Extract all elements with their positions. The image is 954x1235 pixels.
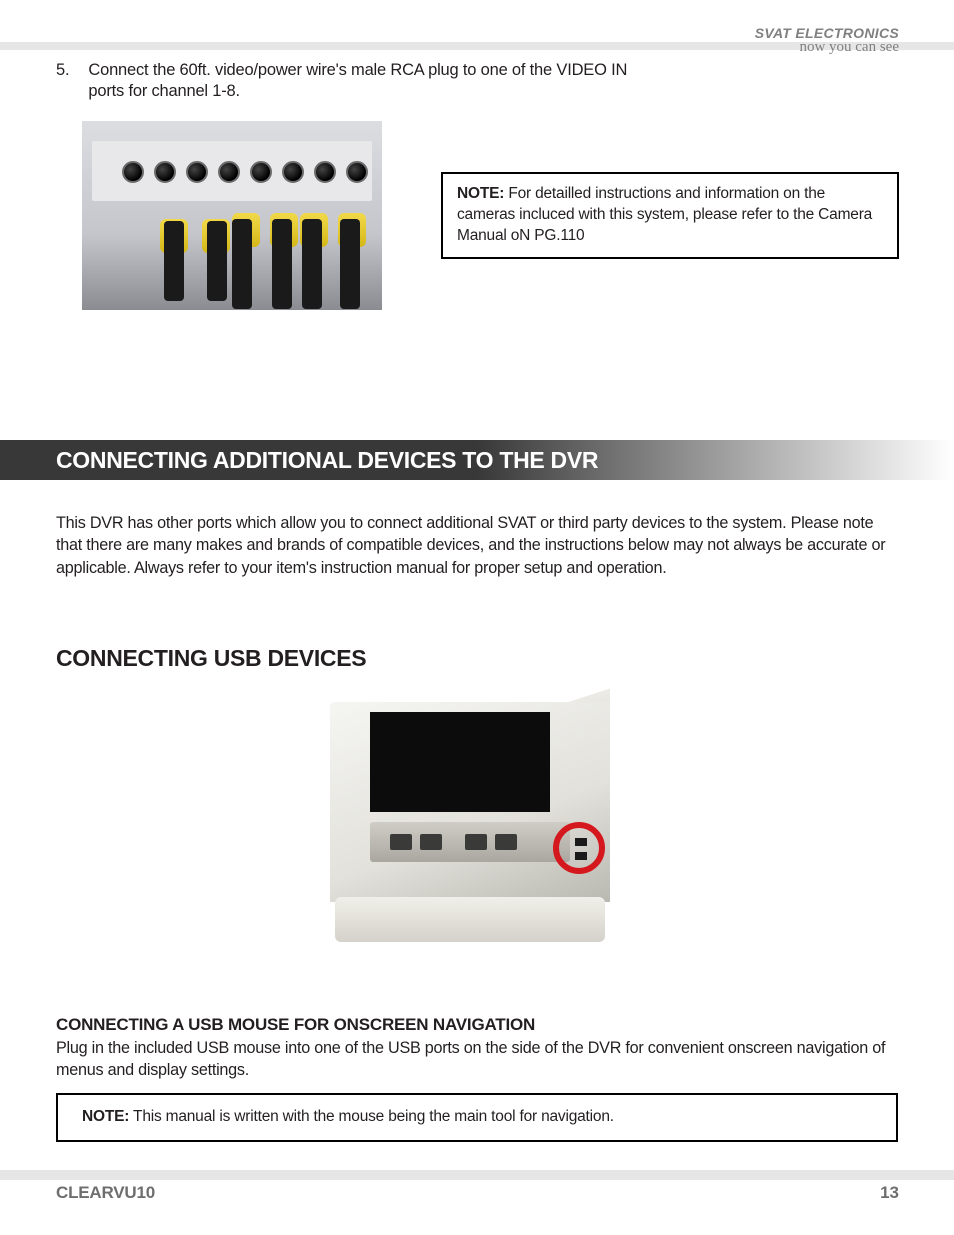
section-heading-bar: CONNECTING ADDITIONAL DEVICES TO THE DVR: [0, 440, 954, 480]
usb-mouse-text: Plug in the included USB mouse into one …: [56, 1038, 898, 1082]
note-mouse-navigation: NOTE: This manual is written with the mo…: [56, 1093, 898, 1142]
usb-heading: CONNECTING USB DEVICES: [56, 645, 366, 672]
rca-ports-photo: [82, 121, 382, 310]
step-5: 5. Connect the 60ft. video/power wire's …: [56, 60, 676, 103]
usb-port-highlight-icon: [553, 822, 605, 874]
usb-mouse-heading: CONNECTING A USB MOUSE FOR ONSCREEN NAVI…: [56, 1015, 535, 1035]
section-heading: CONNECTING ADDITIONAL DEVICES TO THE DVR: [56, 447, 598, 474]
footer-model: CLEARVU10: [56, 1183, 155, 1203]
dvr-usb-photo: [300, 702, 640, 962]
section-intro-text: This DVR has other ports which allow you…: [56, 512, 898, 579]
note-camera-manual: NOTE: For detailled instructions and inf…: [441, 172, 899, 259]
note-text: For detailled instructions and informati…: [457, 185, 872, 244]
note-label: NOTE:: [457, 185, 504, 202]
footer-page-number: 13: [880, 1183, 899, 1203]
note-text: This manual is written with the mouse be…: [129, 1108, 614, 1125]
step-text: Connect the 60ft. video/power wire's mal…: [88, 60, 648, 103]
footer-stripe: [0, 1170, 954, 1180]
brand-block: SVAT ELECTRONICS now you can see: [755, 25, 899, 56]
step-number: 5.: [56, 60, 84, 81]
brand-tagline: now you can see: [755, 39, 899, 56]
note-label: NOTE:: [82, 1108, 129, 1125]
